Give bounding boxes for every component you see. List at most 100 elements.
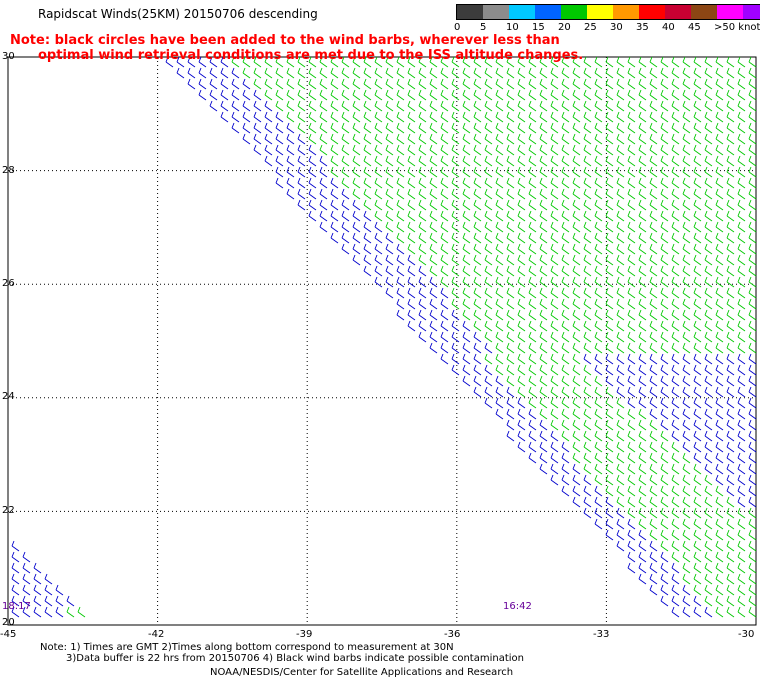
wind-barb — [605, 221, 614, 233]
wind-barb — [495, 111, 504, 123]
wind-barb — [693, 232, 702, 244]
wind-barb — [418, 199, 427, 211]
wind-barb — [374, 188, 383, 200]
wind-barb — [22, 606, 31, 618]
wind-barb — [572, 386, 581, 398]
wind-barb — [704, 485, 713, 497]
wind-barb — [693, 584, 702, 596]
wind-barb — [583, 265, 592, 277]
wind-barb — [594, 100, 603, 112]
wind-barb — [726, 595, 735, 607]
wind-barb — [308, 155, 317, 167]
wind-barb — [594, 133, 603, 145]
wind-barb — [737, 254, 746, 266]
wind-barb — [506, 199, 515, 211]
wind-barb — [396, 243, 405, 255]
wind-barb — [704, 529, 713, 541]
wind-barb — [462, 177, 471, 189]
wind-barb — [418, 67, 427, 79]
wind-barb — [682, 342, 691, 354]
wind-barb — [528, 331, 537, 343]
wind-barb — [660, 584, 669, 596]
wind-barb — [539, 166, 548, 178]
wind-barb — [748, 463, 757, 475]
wind-barb — [583, 287, 592, 299]
wind-barb — [572, 254, 581, 266]
wind-barb — [528, 408, 537, 420]
wind-barb — [627, 496, 636, 508]
wind-barb — [462, 78, 471, 90]
wind-barb — [638, 441, 647, 453]
wind-barb — [484, 166, 493, 178]
wind-barb — [649, 419, 658, 431]
wind-barb — [506, 320, 515, 332]
wind-barb — [715, 133, 724, 145]
wind-barb — [616, 122, 625, 134]
footer-note-2: 3)Data buffer is 22 hrs from 20150706 4)… — [66, 653, 524, 664]
wind-barb — [616, 298, 625, 310]
wind-barb — [572, 56, 581, 68]
wind-barb — [286, 188, 295, 200]
wind-barb — [330, 100, 339, 112]
lat-tick-20: 20 — [2, 617, 15, 628]
wind-barb — [308, 67, 317, 79]
wind-barb — [682, 408, 691, 420]
wind-barb — [440, 221, 449, 233]
wind-barb — [440, 177, 449, 189]
wind-barb — [561, 111, 570, 123]
wind-barb — [726, 408, 735, 420]
wind-barb — [429, 265, 438, 277]
wind-barb — [682, 100, 691, 112]
wind-barb — [484, 210, 493, 222]
wind-barb — [550, 408, 559, 420]
wind-barb — [352, 133, 361, 145]
wind-barb — [484, 100, 493, 112]
wind-barb — [704, 287, 713, 299]
wind-barb — [660, 133, 669, 145]
wind-barb — [671, 254, 680, 266]
wind-barb — [407, 144, 416, 156]
wind-barb — [682, 221, 691, 233]
wind-barb — [330, 111, 339, 123]
wind-barb — [572, 177, 581, 189]
wind-barb — [407, 232, 416, 244]
wind-barb — [286, 122, 295, 134]
wind-barb — [407, 298, 416, 310]
wind-barb — [704, 562, 713, 574]
wind-barb — [561, 67, 570, 79]
wind-barb — [671, 463, 680, 475]
wind-barb — [528, 309, 537, 321]
wind-barb — [418, 331, 427, 343]
wind-barb — [517, 232, 526, 244]
wind-barb — [396, 89, 405, 101]
wind-barb — [319, 199, 328, 211]
wind-barb — [231, 122, 240, 134]
wind-barb — [341, 155, 350, 167]
legend-swatch-11 — [743, 5, 760, 19]
wind-barb — [682, 265, 691, 277]
wind-barb — [352, 78, 361, 90]
wind-barb — [517, 386, 526, 398]
wind-barb — [253, 67, 262, 79]
wind-barb — [748, 122, 757, 134]
wind-barb — [363, 67, 372, 79]
wind-barb — [605, 496, 614, 508]
wind-barb — [330, 133, 339, 145]
wind-barb — [385, 265, 394, 277]
wind-barb — [220, 78, 229, 90]
wind-barb — [473, 298, 482, 310]
wind-barb — [209, 78, 218, 90]
wind-barb — [176, 67, 185, 79]
wind-barb — [649, 155, 658, 167]
wind-barb — [473, 243, 482, 255]
wind-barb — [726, 199, 735, 211]
wind-barb — [418, 254, 427, 266]
wind-barb — [638, 287, 647, 299]
wind-barb — [737, 375, 746, 387]
wind-barb — [330, 155, 339, 167]
wind-barb — [495, 210, 504, 222]
wind-barb — [341, 111, 350, 123]
wind-barb — [187, 67, 196, 79]
wind-barb — [550, 298, 559, 310]
wind-barb — [495, 397, 504, 409]
